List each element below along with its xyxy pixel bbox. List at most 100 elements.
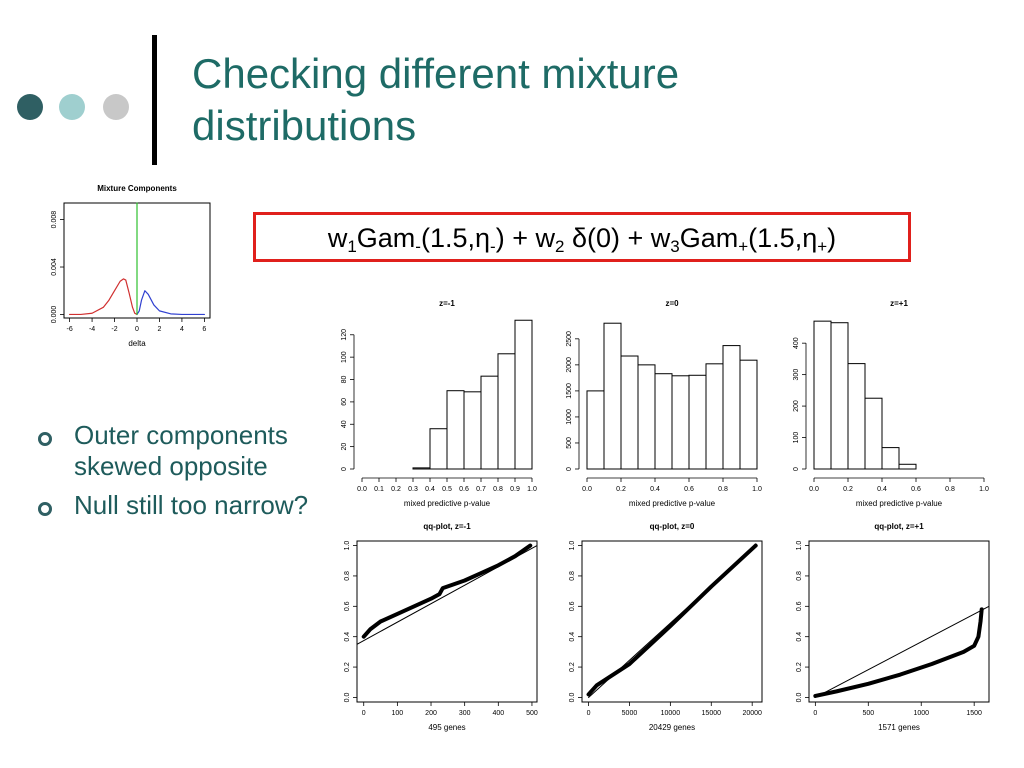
bar <box>586 390 605 470</box>
bar <box>830 322 849 470</box>
x-tick-label: 2 <box>158 326 162 333</box>
y-tick-label: 0.2 <box>569 662 576 672</box>
series-line <box>136 290 205 316</box>
formula-part: 3 <box>670 237 680 256</box>
plot-frame <box>808 540 990 703</box>
y-tick-label: 0.004 <box>51 258 58 276</box>
bar <box>813 320 832 470</box>
x-tick-label: 0.5 <box>442 486 452 493</box>
x-tick-label: 0.0 <box>357 486 367 493</box>
formula-part: Gam <box>679 223 739 253</box>
x-tick-label: 0.1 <box>374 486 384 493</box>
x-tick-label: 15000 <box>702 710 722 717</box>
y-tick-label: 0.6 <box>344 601 351 611</box>
bar <box>480 375 499 470</box>
formula-part: - <box>415 237 421 256</box>
y-tick-label: 0.2 <box>344 662 351 672</box>
dot <box>103 94 129 120</box>
x-tick-label: 0.9 <box>510 486 520 493</box>
x-tick-label: 0.4 <box>877 486 887 493</box>
y-tick-label: 40 <box>341 420 348 428</box>
bar <box>429 428 448 470</box>
y-tick-label: 0.4 <box>796 632 803 642</box>
x-tick-label: -2 <box>111 326 117 333</box>
series-line <box>586 543 758 697</box>
dot <box>17 94 43 120</box>
chart-title: qq-plot, z=-1 <box>423 522 471 531</box>
y-tick-label: 0.4 <box>344 632 351 642</box>
x-tick-label: 0.2 <box>843 486 853 493</box>
x-tick-label: 0.0 <box>582 486 592 493</box>
y-tick-label: 2000 <box>566 357 573 373</box>
y-tick-label: 0.2 <box>796 662 803 672</box>
x-axis-label: mixed predictive p-value <box>404 499 491 508</box>
formula-part: 1 <box>347 237 357 256</box>
y-tick-label: 0.6 <box>796 601 803 611</box>
x-tick-label: 1500 <box>966 710 982 717</box>
x-axis-label: mixed predictive p-value <box>629 499 716 508</box>
x-tick-label: 1.0 <box>527 486 537 493</box>
x-tick-label: 5000 <box>622 710 638 717</box>
x-tick-label: 100 <box>392 710 404 717</box>
x-tick-label: 0.6 <box>684 486 694 493</box>
series-line <box>361 543 533 639</box>
formula-part: + <box>817 237 828 256</box>
x-tick-label: 0.6 <box>911 486 921 493</box>
x-tick-label: 0.3 <box>408 486 418 493</box>
x-tick-label: 6 <box>202 326 206 333</box>
bar <box>446 390 465 470</box>
bar <box>847 363 866 470</box>
x-tick-label: 10000 <box>661 710 681 717</box>
formula-part: δ(0) + w <box>564 223 671 253</box>
x-tick-label: -4 <box>89 326 95 333</box>
bullet: Null still too narrow? <box>36 490 336 521</box>
x-tick-label: 4 <box>180 326 184 333</box>
bar <box>497 353 516 470</box>
bar <box>671 375 690 470</box>
y-tick-label: 0.8 <box>569 571 576 581</box>
y-tick-label: 0 <box>341 467 348 471</box>
y-tick-label: 300 <box>793 369 800 381</box>
bar <box>864 397 883 470</box>
x-tick-label: -6 <box>66 326 72 333</box>
x-tick-label: 300 <box>459 710 471 717</box>
bar <box>463 391 482 470</box>
slide-title: Checking different mixture distributions <box>192 50 680 149</box>
y-tick-label: 1.0 <box>569 541 576 551</box>
bar <box>620 355 639 470</box>
series-line <box>814 605 990 698</box>
formula-part: ) + w <box>495 223 555 253</box>
x-tick-label: 0.8 <box>945 486 955 493</box>
x-axis-label: 1571 genes <box>878 723 920 732</box>
bar <box>881 447 900 470</box>
dot <box>59 94 85 120</box>
formula: w1Gam-(1.5,η-) + w2 δ(0) + w3Gam+(1.5,η+… <box>253 212 911 262</box>
y-tick-label: 20 <box>341 443 348 451</box>
x-axis-label: mixed predictive p-value <box>856 499 943 508</box>
x-tick-label: 0 <box>135 326 139 333</box>
formula-part: ) <box>827 223 837 253</box>
formula-part: η <box>475 223 491 253</box>
chart-title: qq-plot, z=0 <box>650 522 695 531</box>
bullet-list: Outer components skewed opposite Null sti… <box>36 420 336 529</box>
formula-part: η <box>802 223 818 253</box>
chart-title: z=-1 <box>439 299 455 308</box>
x-axis-label: 20429 genes <box>649 723 695 732</box>
y-tick-label: 0.008 <box>51 211 58 229</box>
y-tick-label: 0.0 <box>796 692 803 702</box>
bar <box>637 364 656 470</box>
x-tick-label: 0.2 <box>616 486 626 493</box>
y-tick-label: 120 <box>341 329 348 341</box>
x-tick-label: 0.7 <box>476 486 486 493</box>
y-tick-label: 500 <box>566 437 573 449</box>
series-line <box>69 278 138 316</box>
y-tick-label: 0.0 <box>569 692 576 702</box>
x-axis-label: 495 genes <box>428 723 465 732</box>
x-tick-label: 0.8 <box>718 486 728 493</box>
y-tick-label: 1.0 <box>796 541 803 551</box>
x-tick-label: 0 <box>587 710 591 717</box>
bullet: Outer components skewed opposite <box>36 420 336 482</box>
